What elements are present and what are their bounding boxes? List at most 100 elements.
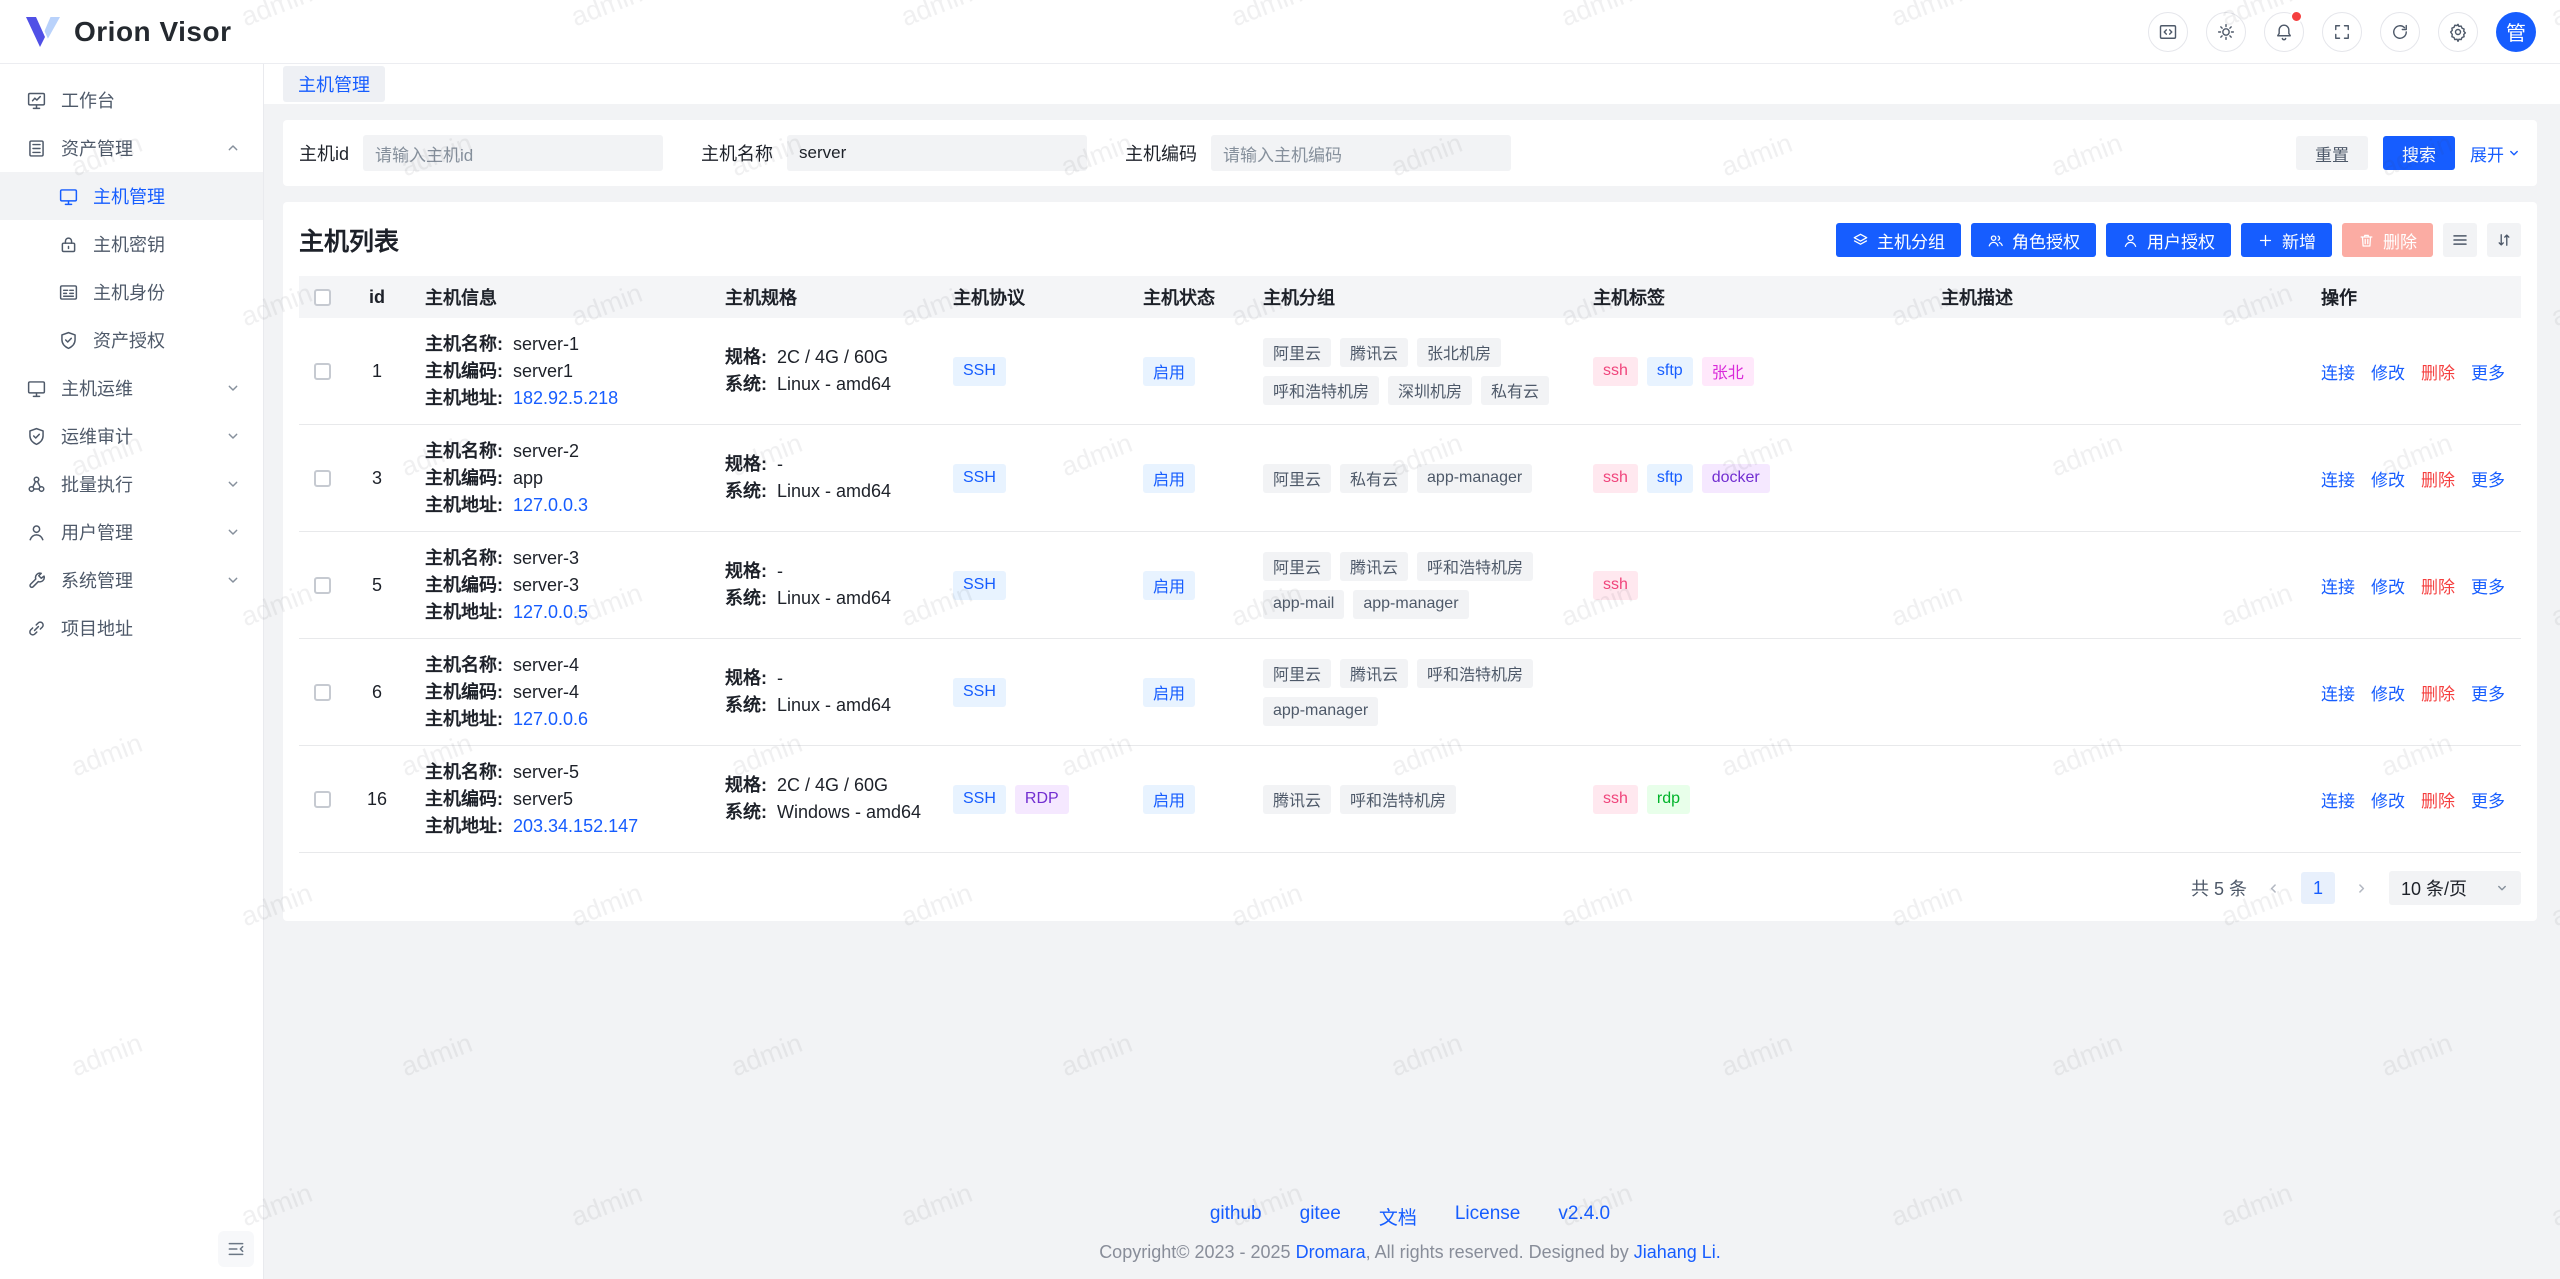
host-id-input[interactable]: 请输入主机id xyxy=(363,135,664,171)
sidebar-item-project-url[interactable]: 项目地址 xyxy=(0,604,263,652)
host-code-input[interactable]: 请输入主机编码 xyxy=(1211,135,1512,171)
footer-link-license[interactable]: License xyxy=(1454,1203,1521,1224)
page-number-current[interactable]: 1 xyxy=(2300,872,2335,904)
row-action-more[interactable]: 更多 xyxy=(2471,363,2505,383)
row-action-connect[interactable]: 连接 xyxy=(2321,470,2355,490)
row-checkbox[interactable] xyxy=(313,576,331,594)
cell-groups: 阿里云 腾讯云 呼和浩特机房 app-mail app-manager xyxy=(1247,540,1577,631)
tag: 阿里云 xyxy=(1263,463,1332,493)
row-action-delete[interactable]: 删除 xyxy=(2421,363,2455,383)
button-label: 新增 xyxy=(2282,232,2316,252)
tab-host-management[interactable]: 主机管理 xyxy=(283,66,385,102)
user-grant-button[interactable]: 用户授权 xyxy=(2106,223,2231,257)
row-action-edit[interactable]: 修改 xyxy=(2371,470,2405,490)
page-size-select[interactable]: 10 条/页 xyxy=(2388,871,2521,905)
row-action-connect[interactable]: 连接 xyxy=(2321,684,2355,704)
host-address-link[interactable]: 127.0.0.5 xyxy=(513,601,589,622)
page-body: 主机id 请输入主机id 主机名称 server 主机编码 请输入主机编码 重置 搜索 展… xyxy=(264,104,2560,1279)
cell-id: 5 xyxy=(371,574,382,595)
sidebar-item-batch-execution[interactable]: 批量执行 xyxy=(0,460,263,508)
sidebar-item-host-management[interactable]: 主机管理 xyxy=(0,172,263,220)
row-action-delete[interactable]: 删除 xyxy=(2421,577,2455,597)
row-action-more[interactable]: 更多 xyxy=(2471,577,2505,597)
row-action-more[interactable]: 更多 xyxy=(2471,684,2505,704)
select-all-checkbox[interactable] xyxy=(313,288,331,306)
sidebar-item-host-identity[interactable]: 主机身份 xyxy=(0,268,263,316)
search-button[interactable]: 搜索 xyxy=(2383,136,2455,170)
bell-button[interactable] xyxy=(2264,9,2304,52)
fullscreen-button[interactable] xyxy=(2322,11,2362,52)
footer-link-github[interactable]: github xyxy=(1209,1203,1262,1224)
footer-link-v240[interactable]: v2.4.0 xyxy=(1558,1203,1611,1224)
table-row: 1 主机名称: server-1 主机编码: server1 主机地址: 182.92.5.… xyxy=(299,318,2521,425)
tag: docker xyxy=(1701,463,1770,493)
table-row: 6 主机名称: server-4 主机编码: server-4 主机地址: 127.0.0.… xyxy=(299,639,2521,746)
code-button[interactable] xyxy=(2148,11,2188,52)
sort-icon xyxy=(2498,234,2510,246)
cell-host-spec: 规格: - 系统: Linux - amd64 xyxy=(709,439,937,517)
sidebar-item-asset-management[interactable]: 资产管理 xyxy=(0,124,263,172)
dromara-link[interactable]: Dromara xyxy=(1295,1242,1366,1262)
row-action-edit[interactable]: 修改 xyxy=(2371,791,2405,811)
row-action-delete[interactable]: 删除 xyxy=(2421,791,2455,811)
footer-link-[interactable]: 文档 xyxy=(1378,1208,1417,1229)
row-action-connect[interactable]: 连接 xyxy=(2321,791,2355,811)
sidebar-item-workbench[interactable]: 工作台 xyxy=(0,76,263,124)
host-address-link[interactable]: 127.0.0.3 xyxy=(513,494,589,515)
column-setting-button[interactable] xyxy=(2443,223,2477,257)
search-fields: 主机id 请输入主机id 主机名称 server 主机编码 请输入主机编码 xyxy=(299,135,1549,171)
prev-page-button[interactable] xyxy=(2259,873,2289,903)
sidebar-item-asset-authorization[interactable]: 资产授权 xyxy=(0,316,263,364)
sidebar-item-user-management[interactable]: 用户管理 xyxy=(0,508,263,556)
row-action-connect[interactable]: 连接 xyxy=(2321,363,2355,383)
reset-button[interactable]: 重置 xyxy=(2296,136,2368,170)
header-actions: 管 xyxy=(2148,9,2536,52)
row-action-delete[interactable]: 删除 xyxy=(2421,684,2455,704)
delete-button[interactable]: 删除 xyxy=(2342,223,2433,257)
workbench-icon xyxy=(27,92,46,109)
sidebar-item-ops-audit[interactable]: 运维审计 xyxy=(0,412,263,460)
role-grant-button[interactable]: 角色授权 xyxy=(1971,223,2096,257)
host-group-button[interactable]: 主机分组 xyxy=(1836,223,1961,257)
search-field-host-code: 主机编码 请输入主机编码 xyxy=(1125,135,1512,171)
sidebar-collapse-button[interactable] xyxy=(218,1231,254,1267)
layers-icon xyxy=(1853,233,1868,245)
row-checkbox[interactable] xyxy=(313,790,331,808)
cell-host-info: 主机名称: server-4 主机编码: server-4 主机地址: 127.0.0.6 xyxy=(409,640,709,745)
row-checkbox[interactable] xyxy=(313,469,331,487)
search-field-host-id: 主机id 请输入主机id xyxy=(299,135,664,171)
expand-toggle[interactable]: 展开 xyxy=(2470,141,2521,166)
refresh-button[interactable] xyxy=(2380,11,2420,52)
row-action-edit[interactable]: 修改 xyxy=(2371,363,2405,383)
row-checkbox[interactable] xyxy=(313,362,331,380)
row-checkbox[interactable] xyxy=(313,683,331,701)
row-action-edit[interactable]: 修改 xyxy=(2371,684,2405,704)
tag: SSH xyxy=(953,356,1006,386)
row-action-edit[interactable]: 修改 xyxy=(2371,577,2405,597)
row-action-delete[interactable]: 删除 xyxy=(2421,470,2455,490)
copyright-text: , All rights reserved. Designed by xyxy=(1365,1242,1634,1262)
host-name-input[interactable]: server xyxy=(787,135,1088,171)
theme-sun-button[interactable] xyxy=(2206,11,2246,52)
user-avatar[interactable]: 管 xyxy=(2496,11,2536,52)
host-address-link[interactable]: 182.92.5.218 xyxy=(513,387,619,408)
host-address-link[interactable]: 127.0.0.6 xyxy=(513,708,589,729)
add-button[interactable]: 新增 xyxy=(2241,223,2332,257)
author-link[interactable]: Jiahang Li. xyxy=(1633,1242,1721,1262)
sidebar-item-host-ops[interactable]: 主机运维 xyxy=(0,364,263,412)
tag: SSH xyxy=(953,463,1006,493)
row-action-connect[interactable]: 连接 xyxy=(2321,577,2355,597)
sort-button[interactable] xyxy=(2487,223,2521,257)
next-page-button[interactable] xyxy=(2347,873,2377,903)
sidebar-item-host-keys[interactable]: 主机密钥 xyxy=(0,220,263,268)
host-address-link[interactable]: 203.34.152.147 xyxy=(513,815,639,836)
app-logo[interactable]: Orion Visor xyxy=(24,16,231,48)
settings-button[interactable] xyxy=(2438,11,2478,52)
row-action-more[interactable]: 更多 xyxy=(2471,470,2505,490)
table-header-row: id 主机信息 主机规格 主机协议 主机状态 主机分组 主机标签 主机描述 操作 xyxy=(299,276,2521,318)
row-action-more[interactable]: 更多 xyxy=(2471,791,2505,811)
sidebar-item-system-management[interactable]: 系统管理 xyxy=(0,556,263,604)
input-placeholder: 请输入主机id xyxy=(375,145,474,165)
footer-link-gitee[interactable]: gitee xyxy=(1299,1203,1341,1224)
tag: SSH xyxy=(953,570,1006,600)
